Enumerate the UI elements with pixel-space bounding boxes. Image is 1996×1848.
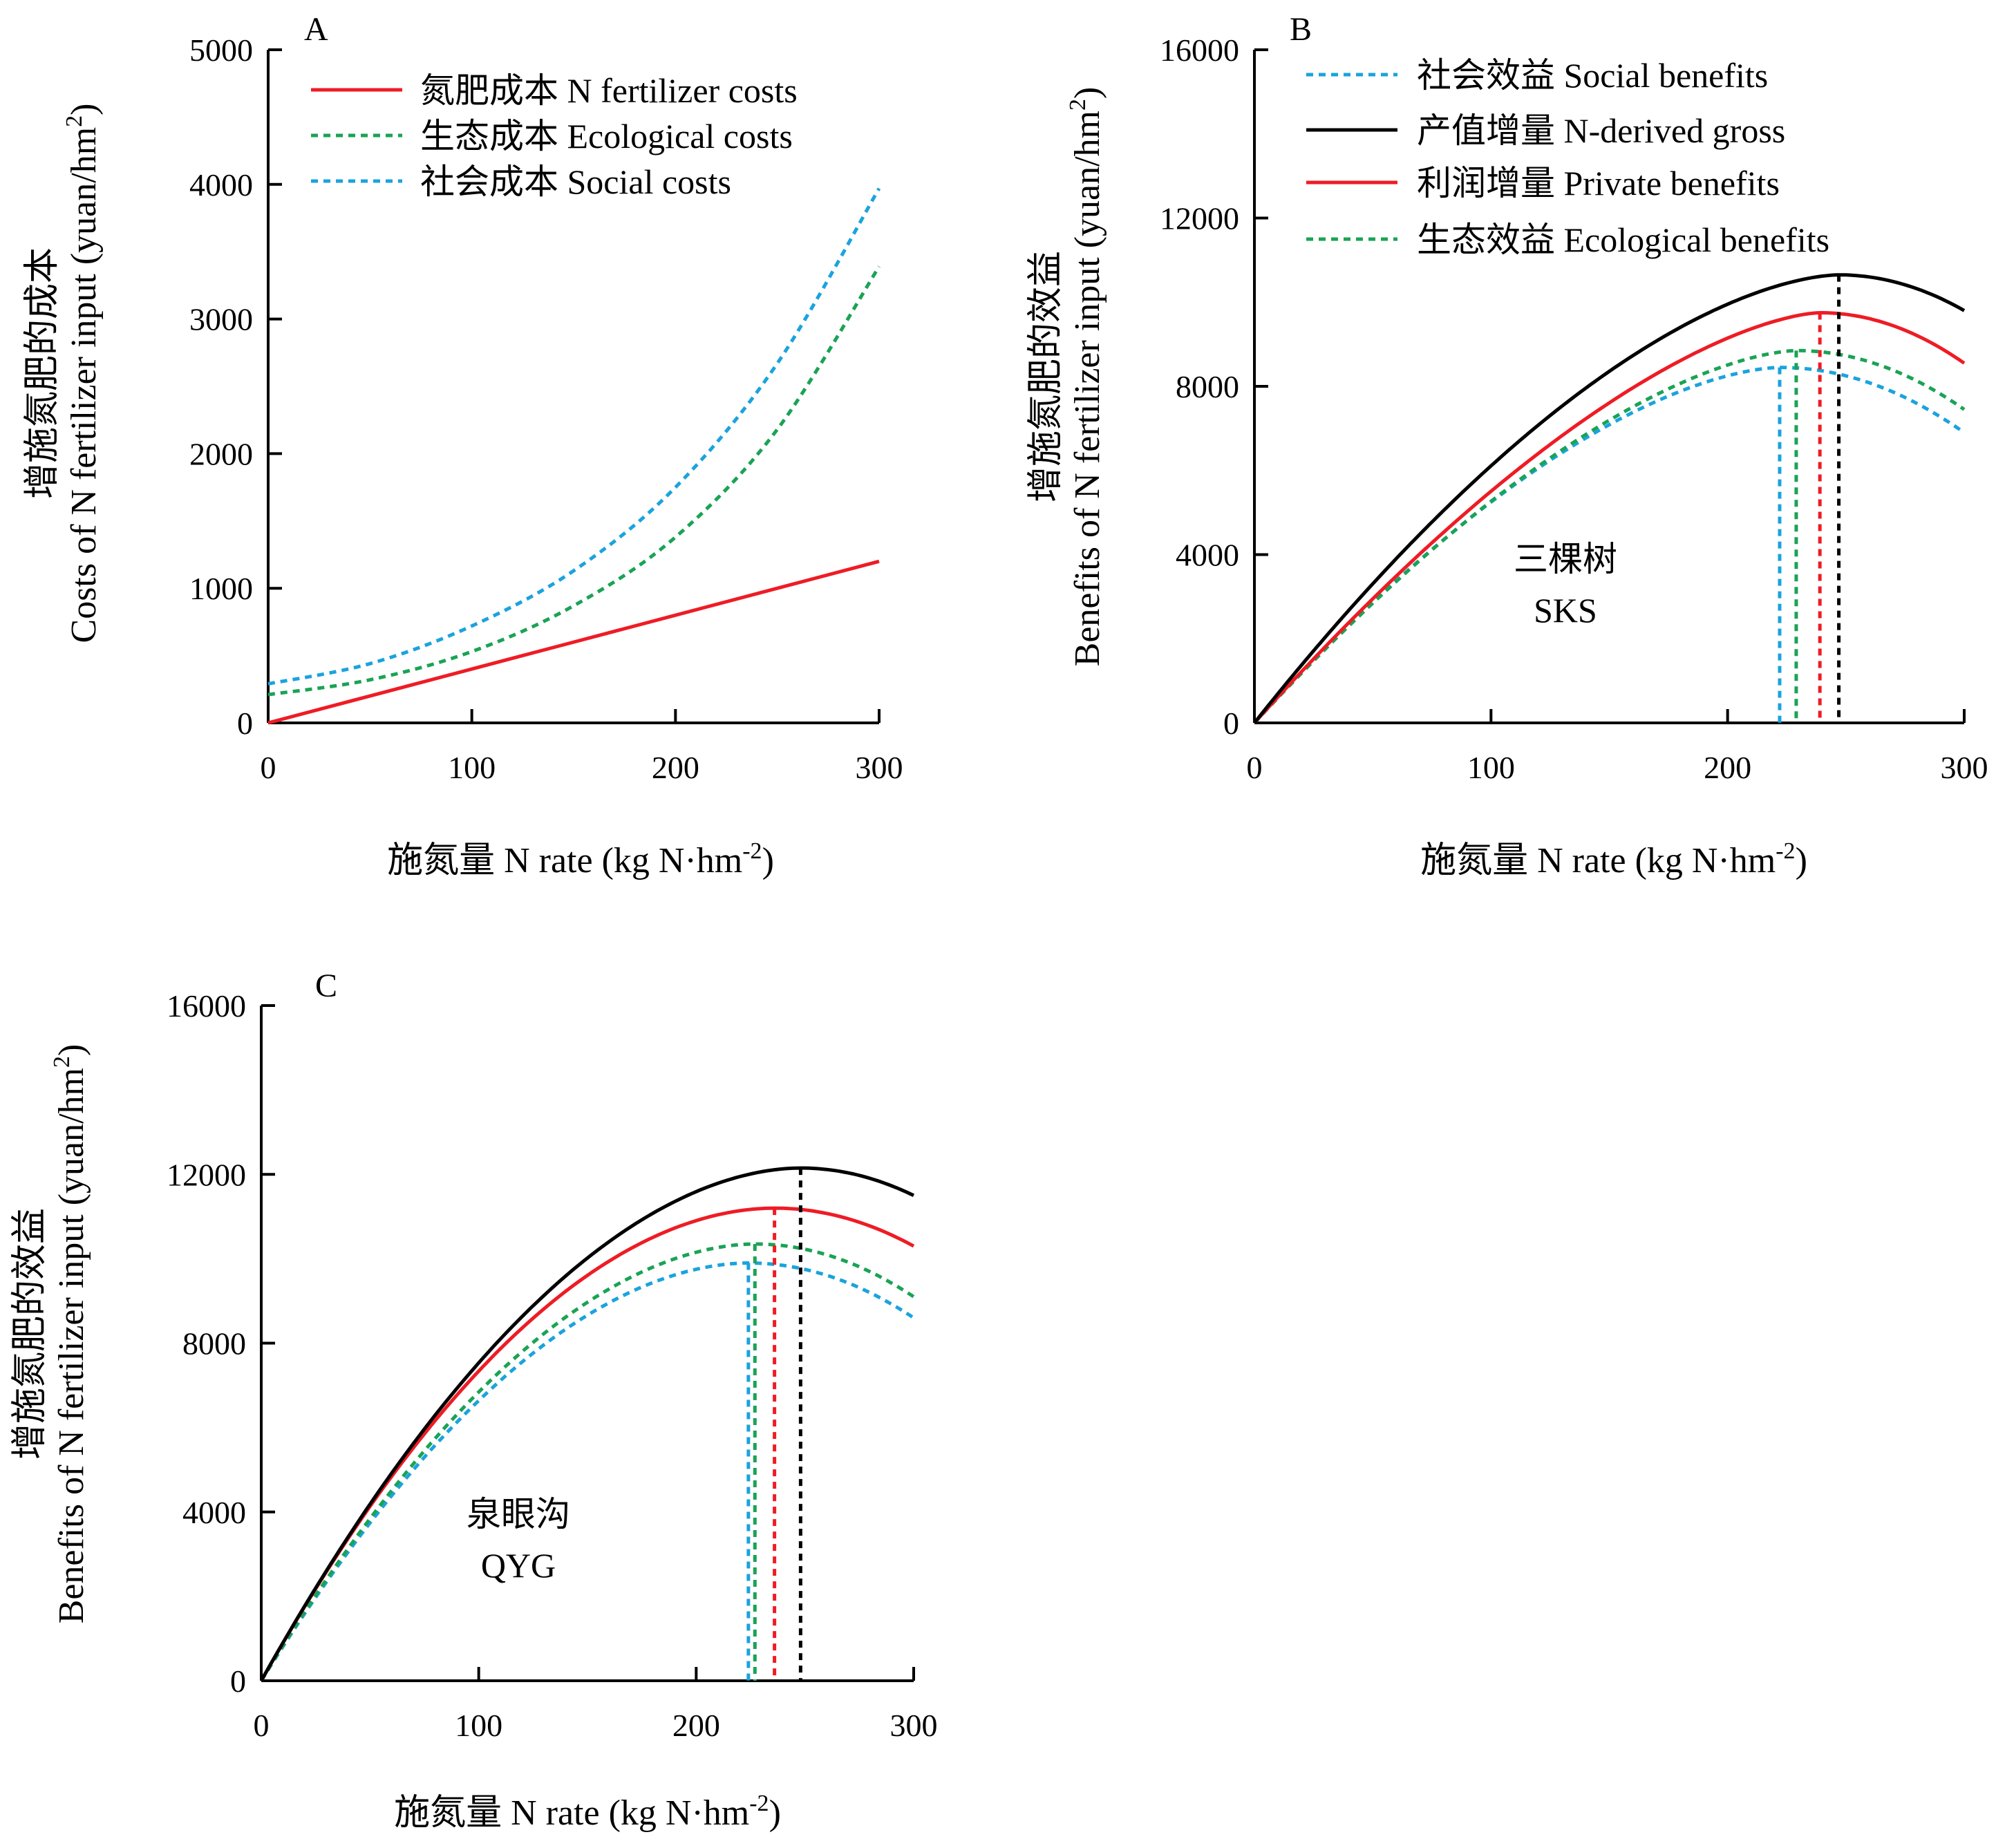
panel-b-site-cn: 三棵树 <box>1514 540 1617 578</box>
panel-c-site-en: QYG <box>481 1546 556 1585</box>
panel-a-legend: 氮肥成本 N fertilizer costs 生态成本 Ecological … <box>311 71 798 201</box>
series-line-blue <box>259 1261 915 1682</box>
y-tick-label: 4000 <box>189 167 253 202</box>
panel-c-ylabel-en-group: Benefits of N fertilizer input (yuan/hm2… <box>49 1044 91 1624</box>
legend-label-private-benefits: 利润增量 Private benefits <box>1417 164 1780 202</box>
y-tick-label: 16000 <box>167 988 246 1024</box>
x-tick-label: 200 <box>1704 750 1751 785</box>
legend-label-n-fertilizer-costs: 氮肥成本 N fertilizer costs <box>420 71 798 110</box>
legend-label-n-derived-gross: 产值增量 N-derived gross <box>1417 111 1785 150</box>
legend-label-ecological-costs: 生态成本 Ecological costs <box>420 117 793 155</box>
panel-b-ylabel-en-group: Benefits of N fertilizer input (yuan/hm2… <box>1065 87 1107 667</box>
series-line-red <box>1253 310 1966 724</box>
y-tick-label: 8000 <box>1176 369 1239 404</box>
x-tick-label: 100 <box>455 1708 502 1743</box>
x-tick-label: 0 <box>1247 750 1263 785</box>
y-tick-label: 16000 <box>1160 32 1239 68</box>
series-line-0 <box>267 559 880 725</box>
x-tick-label: 200 <box>672 1708 720 1743</box>
panel-c-letter: C <box>315 968 337 1004</box>
x-tick-label: 300 <box>856 750 903 785</box>
legend-label-social-costs: 社会成本 Social costs <box>420 162 731 201</box>
y-tick-label: 0 <box>1223 706 1239 741</box>
panel-a-ylabel-cn: 增施氮肥的成本 <box>23 247 62 499</box>
panel-b: 0 4000 8000 12000 16000 0 100 200 300 B 社会效益 Soc… <box>1026 11 1988 880</box>
panel-a-axes: 0 1000 2000 3000 4000 5000 0 100 200 300 <box>189 32 903 785</box>
series-line-2 <box>267 187 881 686</box>
panel-a-ylabel-en-group: Costs of N fertilizer input (yuan/hm2) <box>62 104 104 643</box>
panel-b-axes: 0 4000 8000 12000 16000 0 100 200 300 <box>1160 32 1988 785</box>
panel-c-ylabel-en: Benefits of N fertilizer input (yuan/hm2… <box>49 1044 91 1624</box>
series-line-red <box>259 1206 915 1682</box>
y-tick-label: 8000 <box>182 1326 246 1361</box>
panel-c-xlabel: 施氮量 N rate (kg N·hm-2) <box>394 1791 781 1833</box>
series-line-black <box>259 1166 915 1682</box>
panel-c-curves <box>259 1166 915 1682</box>
y-tick-label: 0 <box>230 1663 246 1699</box>
x-tick-label: 200 <box>652 750 699 785</box>
panel-a-letter: A <box>304 11 328 48</box>
x-tick-label: 100 <box>448 750 496 785</box>
x-tick-label: 0 <box>254 1708 270 1743</box>
y-tick-label: 1000 <box>189 571 253 606</box>
panel-b-xlabel: 施氮量 N rate (kg N·hm-2) <box>1420 838 1807 880</box>
y-tick-label: 5000 <box>189 32 253 68</box>
panel-b-legend: 社会效益 Social benefits 产值增量 N-derived gros… <box>1306 56 1829 259</box>
x-tick-label: 300 <box>890 1708 938 1743</box>
panel-a-xlabel: 施氮量 N rate (kg N·hm-2) <box>387 838 774 880</box>
panel-a-ylabel-cn-group: 增施氮肥的成本 <box>23 247 62 499</box>
panel-c-axes: 0 4000 8000 12000 16000 0 100 200 300 <box>167 988 938 1743</box>
y-tick-label: 12000 <box>1160 201 1239 236</box>
series-line-1 <box>267 265 881 697</box>
panel-b-ylabel-en: Benefits of N fertilizer input (yuan/hm2… <box>1065 87 1107 667</box>
panel-b-ylabel-cn: 增施氮肥的效益 <box>1026 251 1066 502</box>
y-tick-label: 12000 <box>167 1157 246 1192</box>
y-tick-label: 2000 <box>189 436 253 471</box>
series-line-blue <box>1253 366 1966 724</box>
legend-label-social-benefits: 社会效益 Social benefits <box>1417 56 1768 95</box>
panel-b-site-en: SKS <box>1534 591 1597 630</box>
x-tick-label: 0 <box>261 750 276 785</box>
panel-b-ylabel-cn-group: 增施氮肥的效益 <box>1026 251 1066 502</box>
panel-c-ylabel-cn: 增施氮肥的效益 <box>10 1208 50 1460</box>
panel-b-curves <box>1253 273 1966 724</box>
x-tick-label: 300 <box>1941 750 1988 785</box>
panel-a-curves <box>267 187 881 725</box>
panel-a-ylabel-en: Costs of N fertilizer input (yuan/hm2) <box>62 104 104 643</box>
y-tick-label: 0 <box>237 706 253 741</box>
y-tick-label: 4000 <box>1176 538 1239 573</box>
y-tick-label: 4000 <box>182 1495 246 1530</box>
panel-b-letter: B <box>1290 11 1312 48</box>
y-tick-label: 3000 <box>189 302 253 337</box>
series-line-black <box>1253 273 1966 724</box>
series-line-green <box>1253 348 1966 724</box>
panel-a: 0 1000 2000 3000 4000 5000 0 100 200 300 A 氮肥成本 N… <box>23 11 903 880</box>
panel-c-site-cn: 泉眼沟 <box>467 1495 570 1534</box>
x-tick-label: 100 <box>1467 750 1515 785</box>
legend-label-ecological-benefits: 生态效益 Ecological benefits <box>1417 220 1829 259</box>
series-line-green <box>259 1242 915 1682</box>
panel-c-ylabel-cn-group: 增施氮肥的效益 <box>10 1208 50 1460</box>
